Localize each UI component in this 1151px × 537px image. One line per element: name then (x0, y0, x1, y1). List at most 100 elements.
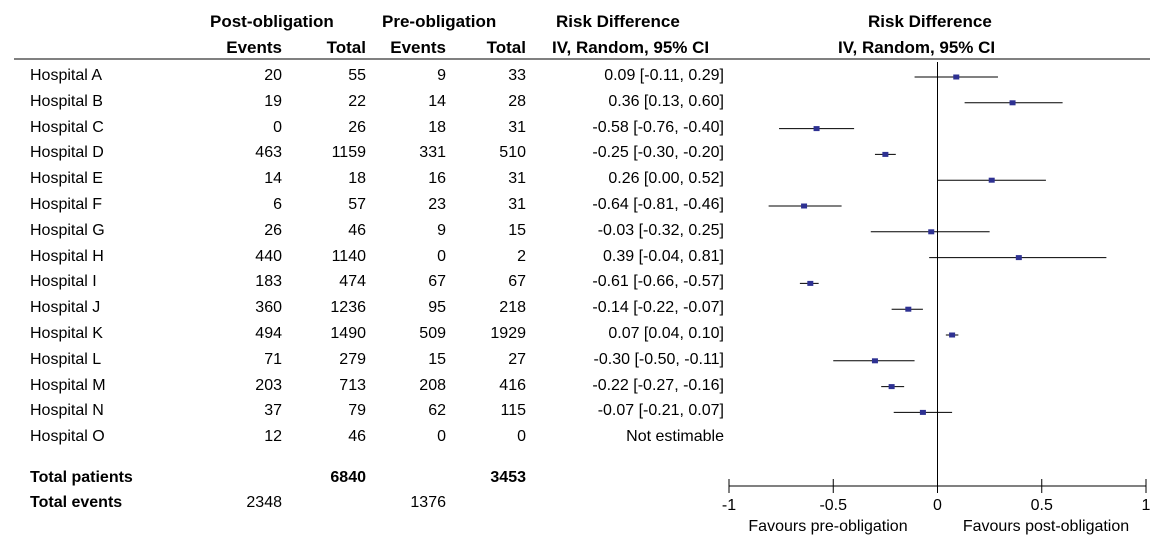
x-tick-label: -0.5 (819, 497, 847, 514)
pre-total: 115 (500, 402, 526, 420)
post-events: 71 (264, 350, 282, 368)
post-total: 279 (339, 350, 366, 368)
pre-events: 62 (428, 402, 446, 420)
x-tick-label: 0 (933, 497, 942, 514)
pre-events: 208 (419, 376, 446, 394)
post-total: 1159 (331, 144, 366, 162)
risk-difference-ci: -0.25 [-0.30, -0.20] (592, 144, 724, 162)
pre-events: 16 (428, 170, 446, 188)
risk-difference-ci: 0.36 [0.13, 0.60] (608, 92, 724, 110)
risk-difference-ci: 0.09 [-0.11, 0.29] (604, 67, 724, 84)
post-events: 12 (264, 428, 282, 446)
point-estimate (882, 151, 889, 157)
post-total-header: Total (326, 38, 366, 57)
hospital-name: Hospital C (30, 118, 104, 136)
favours-pre-label: Favours pre-obligation (748, 518, 907, 535)
risk-difference-ci: -0.07 [-0.21, 0.07] (597, 402, 724, 420)
pre-total: 27 (508, 350, 526, 368)
risk-difference-ci: -0.22 [-0.27, -0.16] (592, 376, 724, 394)
hospital-name: Hospital A (30, 67, 103, 84)
post-events: 6 (273, 196, 282, 213)
point-estimate (988, 177, 995, 183)
point-estimate (888, 384, 895, 390)
point-estimate (905, 306, 912, 312)
pre-total: 510 (499, 144, 526, 162)
hospital-name: Hospital K (30, 325, 103, 342)
pre-events: 331 (419, 144, 446, 162)
hospital-name: Hospital M (30, 376, 106, 394)
pre-total: 31 (508, 196, 526, 213)
pre-total-patients: 3453 (490, 469, 526, 486)
post-total-patients: 6840 (330, 469, 366, 486)
x-tick-label: -1 (722, 497, 736, 514)
hospital-name: Hospital E (30, 170, 103, 188)
plot-method: IV, Random, 95% CI (838, 38, 996, 57)
post-events: 14 (264, 170, 282, 188)
post-total: 474 (339, 273, 366, 291)
risk-difference-ci: -0.03 [-0.32, 0.25] (597, 221, 724, 239)
point-estimate (801, 203, 808, 209)
post-total: 1236 (330, 299, 366, 317)
pre-events: 67 (428, 273, 446, 291)
hospital-name: Hospital N (30, 402, 104, 420)
post-events: 26 (264, 221, 282, 239)
pre-events: 9 (437, 221, 446, 239)
post-total: 1490 (330, 325, 366, 342)
post-total: 46 (348, 221, 366, 239)
point-estimate (928, 229, 935, 235)
point-estimate (871, 358, 878, 364)
pre-total: 2 (517, 247, 526, 265)
pre-total: 31 (508, 170, 526, 188)
post-total: 18 (348, 170, 366, 188)
point-estimate (919, 409, 926, 415)
post-events: 37 (264, 402, 282, 420)
forest-plot-marks: -1 -0.5 0 0.5 1 (722, 62, 1151, 514)
risk-difference-ci: -0.14 [-0.22, -0.07] (592, 299, 724, 317)
post-total: 57 (348, 196, 366, 213)
pre-events: 9 (437, 67, 446, 84)
post-total: 79 (348, 402, 366, 420)
post-events: 203 (255, 376, 282, 394)
point-estimate (949, 332, 956, 338)
pre-events: 15 (428, 350, 446, 368)
plot-title: Risk Difference (868, 12, 992, 31)
pre-total: 28 (508, 92, 526, 110)
risk-difference-ci: 0.39 [-0.04, 0.81] (603, 247, 724, 265)
hospital-name: Hospital O (30, 428, 105, 446)
hospital-name: Hospital B (30, 92, 103, 110)
pre-total: 33 (508, 67, 526, 84)
risk-difference-ci: Not estimable (626, 428, 724, 446)
total-events-label: Total events (30, 494, 123, 511)
post-total: 22 (348, 92, 366, 110)
post-events: 360 (255, 299, 282, 317)
pre-obligation-header: Pre-obligation (382, 12, 497, 31)
hospital-name: Hospital I (30, 273, 97, 291)
pre-total: 1929 (490, 325, 526, 342)
pre-events: 95 (428, 299, 446, 317)
point-estimate (1015, 255, 1022, 261)
post-total: 26 (348, 118, 366, 136)
risk-difference-method: IV, Random, 95% CI (552, 38, 710, 57)
risk-difference-ci: -0.64 [-0.81, -0.46] (592, 196, 724, 213)
post-events-header: Events (226, 38, 282, 57)
post-events: 20 (264, 67, 282, 84)
post-total-events: 2348 (246, 494, 282, 511)
pre-events-header: Events (390, 38, 446, 57)
pre-events: 0 (437, 428, 446, 446)
post-total: 55 (348, 67, 366, 84)
x-tick-label: 1 (1142, 497, 1151, 514)
risk-difference-header: Risk Difference (556, 12, 680, 31)
total-patients-label: Total patients (30, 469, 133, 486)
post-events: 494 (255, 325, 282, 342)
pre-total: 31 (508, 118, 526, 136)
risk-difference-ci: -0.61 [-0.66, -0.57] (592, 273, 724, 291)
pre-total: 218 (499, 299, 526, 317)
point-estimate (813, 126, 820, 132)
pre-total: 0 (517, 428, 526, 446)
pre-total-header: Total (486, 38, 526, 57)
hospital-name: Hospital G (30, 221, 105, 239)
pre-total: 15 (508, 221, 526, 239)
pre-events: 14 (428, 92, 446, 110)
post-events: 440 (255, 247, 282, 265)
